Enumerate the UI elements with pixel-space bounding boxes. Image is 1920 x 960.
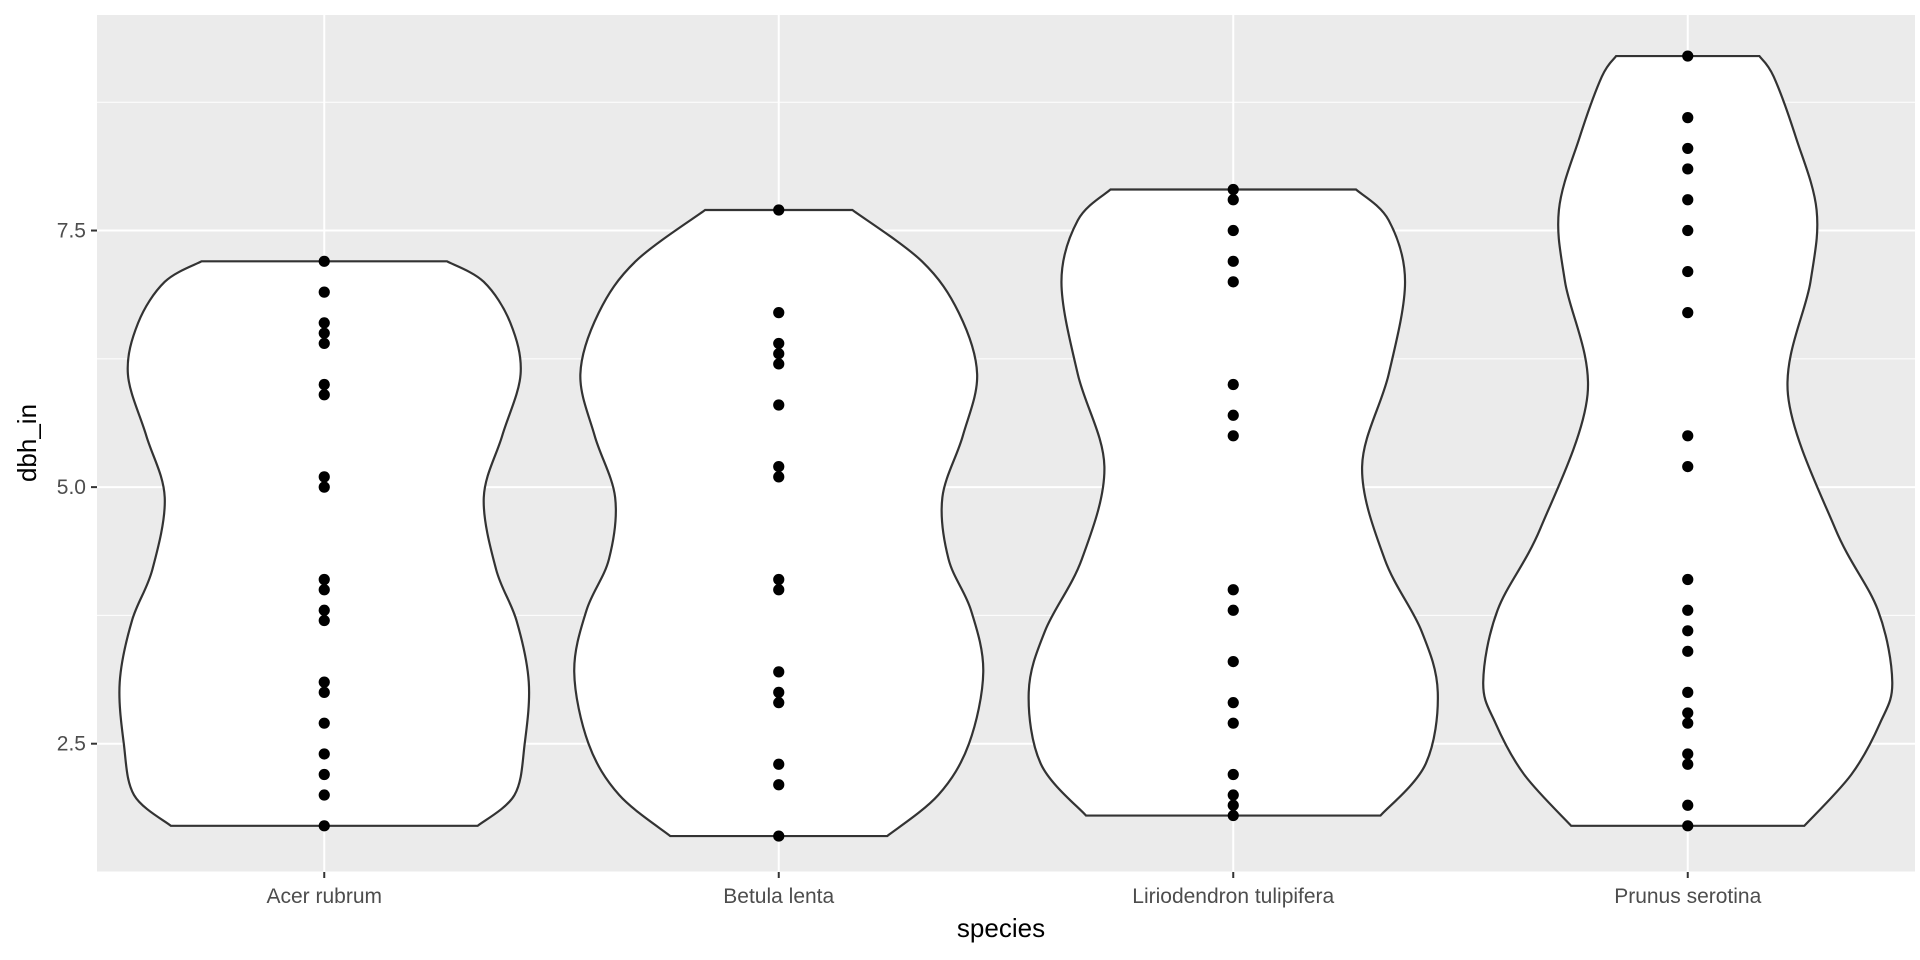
data-point: [1682, 460, 1694, 473]
data-point: [1682, 224, 1694, 237]
data-point: [318, 481, 330, 493]
data-point: [1682, 645, 1694, 657]
axis-layer: 2.5 5.0 7.5 Acer rubrum Betula lenta Lirioden…: [57, 220, 1762, 908]
data-point: [1682, 142, 1694, 155]
violin-betula-lenta: [573, 208, 985, 838]
data-point: [1682, 707, 1694, 719]
y-tick-label: 5.0: [57, 476, 86, 499]
data-point: [1682, 625, 1694, 637]
data-point: [1227, 809, 1239, 822]
data-point: [773, 358, 785, 370]
data-point: [318, 820, 330, 832]
data-point: [1227, 378, 1239, 391]
data-point: [1682, 748, 1694, 760]
data-point: [1227, 430, 1239, 442]
data-point: [1682, 799, 1694, 811]
data-point: [1227, 604, 1239, 616]
data-point: [318, 337, 330, 350]
data-point: [318, 748, 330, 760]
x-tick-label: Betula lenta: [723, 885, 834, 908]
data-point: [318, 389, 330, 401]
data-point: [773, 779, 785, 791]
data-point: [1682, 758, 1694, 770]
data-point: [318, 604, 330, 616]
data-point: [1682, 50, 1694, 62]
data-point: [773, 471, 785, 483]
y-tick-label: 7.5: [57, 220, 86, 243]
data-point: [318, 614, 330, 627]
data-point: [1227, 255, 1239, 267]
data-point: [773, 758, 785, 770]
data-point: [773, 399, 785, 411]
data-point: [1227, 276, 1239, 288]
violin-liriodendron-tulipifera: [1027, 188, 1439, 817]
x-tick-label: Acer rubrum: [266, 885, 382, 908]
data-point: [318, 573, 330, 586]
y-axis-title: dbh_in: [12, 404, 42, 482]
data-point: [1682, 112, 1694, 124]
data-point: [1227, 768, 1239, 781]
data-point: [318, 471, 330, 483]
data-point: [1682, 686, 1694, 698]
data-point: [1227, 697, 1239, 709]
point-layer: [318, 50, 1694, 842]
data-point: [1227, 655, 1239, 668]
data-point: [1682, 717, 1694, 729]
data-point: [318, 789, 330, 801]
data-point: [318, 686, 330, 698]
data-point: [773, 697, 785, 709]
data-point: [773, 584, 785, 596]
data-point: [1227, 584, 1239, 596]
data-point: [1682, 604, 1694, 616]
data-point: [1682, 820, 1694, 832]
data-point: [1682, 307, 1694, 319]
data-point: [1227, 409, 1239, 421]
data-point: [1227, 799, 1239, 811]
violin-acer-rubrum: [118, 260, 531, 827]
data-point: [1682, 163, 1694, 175]
data-point: [1227, 717, 1239, 729]
x-tick-label: Prunus serotina: [1614, 885, 1761, 908]
x-tick-label: Liriodendron tulipifera: [1132, 885, 1334, 908]
data-point: [1682, 265, 1694, 278]
data-point: [318, 327, 330, 339]
data-point: [318, 286, 330, 298]
data-point: [773, 460, 785, 473]
data-point: [318, 255, 330, 267]
data-point: [318, 676, 330, 688]
data-point: [773, 307, 785, 319]
data-point: [318, 584, 330, 596]
data-point: [318, 717, 330, 729]
data-point: [1682, 194, 1694, 206]
data-point: [773, 686, 785, 698]
data-point: [773, 204, 785, 216]
data-point: [773, 348, 785, 360]
data-point: [773, 666, 785, 678]
data-point: [318, 768, 330, 781]
data-point: [318, 317, 330, 329]
data-point: [1682, 573, 1694, 586]
data-point: [1227, 194, 1239, 206]
data-point: [773, 573, 785, 586]
data-point: [1682, 430, 1694, 442]
data-point: [1227, 224, 1239, 237]
data-point: [773, 337, 785, 350]
data-point: [318, 378, 330, 391]
y-tick-label: 2.5: [57, 733, 86, 756]
data-point: [773, 830, 785, 842]
x-axis-title: species: [957, 913, 1045, 943]
data-point: [1227, 789, 1239, 801]
data-point: [1227, 183, 1239, 196]
violin-layer: [118, 54, 1894, 838]
